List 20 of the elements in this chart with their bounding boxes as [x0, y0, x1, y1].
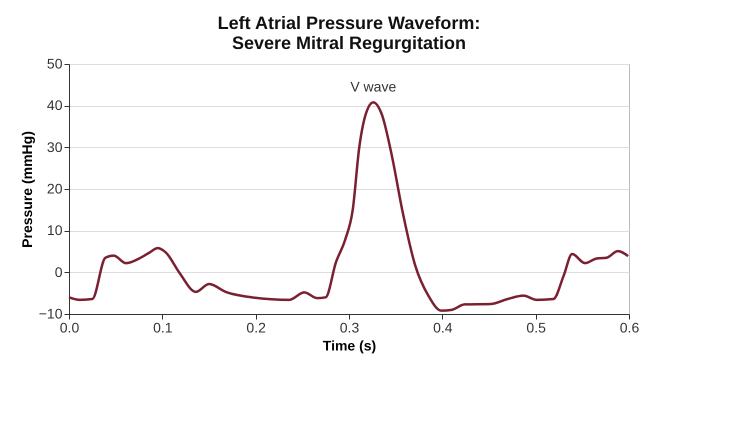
y-tick-label: −10 [38, 306, 63, 322]
y-tick-label: 20 [46, 180, 63, 196]
x-tick-label: 0.5 [526, 320, 546, 336]
line-series [68, 101, 630, 312]
text: Severe Mitral Regurgitation [232, 33, 466, 53]
x-tick-label: 0.3 [340, 320, 360, 336]
text: Left Atrial Pressure Waveform: [218, 13, 480, 33]
y-tick-label: 10 [46, 222, 63, 238]
x-axis-title: Time (s) [322, 338, 376, 354]
y-tick-label: 0 [54, 264, 63, 280]
x-tick-label: 0.6 [620, 320, 640, 336]
y-tick-label: 30 [46, 138, 63, 155]
y-tick-label: 40 [46, 97, 63, 114]
x-tick-label: 0.0 [60, 320, 80, 336]
y-axis-title: Pressure (mmHg) [18, 131, 35, 248]
annotation: V wave [350, 78, 396, 94]
x-tick-label: 0.1 [153, 320, 173, 336]
x-tick-label: 0.4 [433, 320, 453, 336]
y-tick-label: 50 [46, 56, 63, 72]
x-tick-label: 0.2 [246, 320, 266, 336]
